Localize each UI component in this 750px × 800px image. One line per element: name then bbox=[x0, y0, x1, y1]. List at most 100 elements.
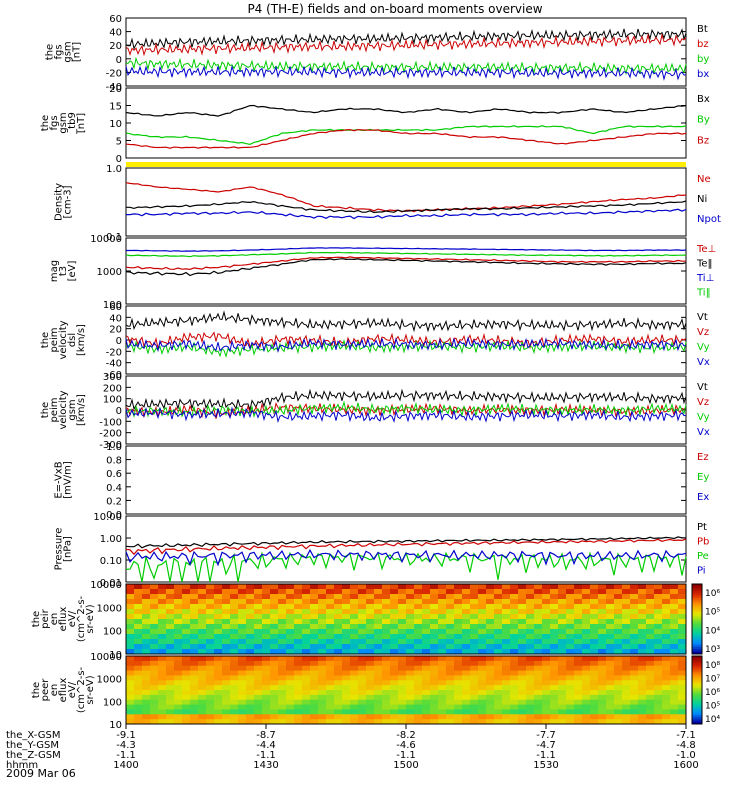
heatmap-cell bbox=[574, 624, 583, 630]
heatmap-cell bbox=[566, 639, 575, 645]
heatmap-cell bbox=[422, 709, 431, 715]
heatmap-cell bbox=[406, 594, 415, 600]
heatmap-cell bbox=[598, 624, 607, 630]
heatmap-cell bbox=[622, 670, 631, 676]
heatmap-cell bbox=[254, 680, 263, 686]
heatmap-cell bbox=[430, 604, 439, 610]
heatmap-cell bbox=[134, 670, 143, 676]
heatmap-cell bbox=[150, 699, 159, 706]
heatmap-cell bbox=[374, 665, 383, 672]
heatmap-cell bbox=[166, 665, 175, 672]
heatmap-cell bbox=[302, 644, 311, 650]
heatmap-cell bbox=[470, 675, 479, 681]
heatmap-cell bbox=[486, 634, 495, 640]
heatmap-cell bbox=[238, 639, 247, 645]
heatmap-cell bbox=[534, 649, 543, 655]
heatmap-cell bbox=[654, 624, 663, 630]
heatmap-cell bbox=[134, 704, 143, 710]
heatmap-cell bbox=[358, 699, 367, 706]
heatmap-cell bbox=[430, 609, 439, 615]
heatmap-cell bbox=[662, 644, 671, 650]
heatmap-cell bbox=[518, 690, 527, 696]
heatmap-cell bbox=[374, 629, 383, 635]
legend-entry: Ni bbox=[697, 194, 707, 205]
heatmap-cell bbox=[518, 609, 527, 615]
heatmap-cell bbox=[326, 649, 335, 655]
heatmap-cell bbox=[598, 680, 607, 686]
heatmap-cell bbox=[582, 629, 591, 635]
heatmap-cell bbox=[142, 644, 151, 650]
heatmap-cell bbox=[638, 670, 647, 676]
heatmap-cell bbox=[678, 639, 687, 645]
heatmap-cell bbox=[574, 709, 583, 715]
heatmap-cell bbox=[286, 634, 295, 640]
legend-entry: Te⊥ bbox=[696, 244, 716, 255]
heatmap-cell bbox=[390, 714, 399, 720]
heatmap-cell bbox=[262, 719, 271, 725]
heatmap-cell bbox=[182, 614, 191, 620]
heatmap-cell bbox=[294, 594, 303, 600]
heatmap-cell bbox=[366, 639, 375, 645]
heatmap-cell bbox=[590, 634, 599, 640]
y-tick-label: 1000 bbox=[97, 267, 122, 278]
heatmap-cell bbox=[398, 694, 407, 701]
heatmap-cell bbox=[374, 619, 383, 625]
heatmap-cell bbox=[326, 699, 335, 706]
heatmap-cell bbox=[558, 614, 567, 620]
heatmap-cell bbox=[494, 604, 503, 610]
heatmap-cell bbox=[366, 629, 375, 635]
heatmap-cell bbox=[342, 719, 351, 725]
heatmap-cell bbox=[438, 589, 447, 595]
heatmap-cell bbox=[246, 619, 255, 625]
y-axis-label-line: peer bbox=[40, 678, 51, 702]
heatmap-cell bbox=[318, 629, 327, 635]
heatmap-cell bbox=[630, 660, 639, 667]
heatmap-cell bbox=[142, 624, 151, 630]
heatmap-cell bbox=[534, 599, 543, 605]
heatmap-cell bbox=[222, 594, 231, 600]
heatmap-cell bbox=[366, 604, 375, 610]
heatmap-cell bbox=[318, 685, 327, 691]
heatmap-cell bbox=[286, 675, 295, 681]
footer-row-label: the_X-GSM bbox=[6, 730, 60, 741]
heatmap-cell bbox=[166, 619, 175, 625]
heatmap-cell bbox=[590, 589, 599, 595]
heatmap-cell bbox=[334, 670, 343, 676]
heatmap-cell bbox=[574, 670, 583, 676]
heatmap-cell bbox=[302, 629, 311, 635]
heatmap-cell bbox=[582, 670, 591, 676]
heatmap-cell bbox=[646, 675, 655, 681]
heatmap-cell bbox=[190, 629, 199, 635]
heatmap-cell bbox=[558, 680, 567, 686]
heatmap-cell bbox=[358, 619, 367, 625]
heatmap-cell bbox=[638, 599, 647, 605]
heatmap-cell bbox=[486, 675, 495, 681]
heatmap-cell bbox=[350, 670, 359, 676]
heatmap-cell bbox=[246, 614, 255, 620]
heatmap-cell bbox=[262, 624, 271, 630]
heatmap-cell bbox=[222, 624, 231, 630]
heatmap-cell bbox=[350, 614, 359, 620]
heatmap-cell bbox=[446, 644, 455, 650]
y-axis-label-line: peim bbox=[49, 397, 60, 422]
heatmap-cell bbox=[486, 704, 495, 710]
heatmap-cell bbox=[246, 704, 255, 710]
heatmap-cell bbox=[126, 670, 135, 676]
heatmap-cell bbox=[414, 665, 423, 672]
heatmap-cell bbox=[678, 614, 687, 620]
heatmap-cell bbox=[150, 656, 159, 662]
heatmap-cell bbox=[414, 649, 423, 655]
heatmap-cell bbox=[254, 619, 263, 625]
y-tick-label: 200 bbox=[103, 383, 122, 394]
heatmap-cell bbox=[374, 685, 383, 691]
heatmap-cell bbox=[534, 604, 543, 610]
heatmap-cell bbox=[430, 634, 439, 640]
heatmap-cell bbox=[606, 694, 615, 701]
heatmap-cell bbox=[262, 634, 271, 640]
heatmap-cell bbox=[630, 699, 639, 706]
heatmap-cell bbox=[278, 680, 287, 686]
heatmap-cell bbox=[438, 699, 447, 706]
heatmap-cell bbox=[462, 639, 471, 645]
heatmap-cell bbox=[302, 656, 311, 662]
heatmap-cell bbox=[342, 656, 351, 662]
